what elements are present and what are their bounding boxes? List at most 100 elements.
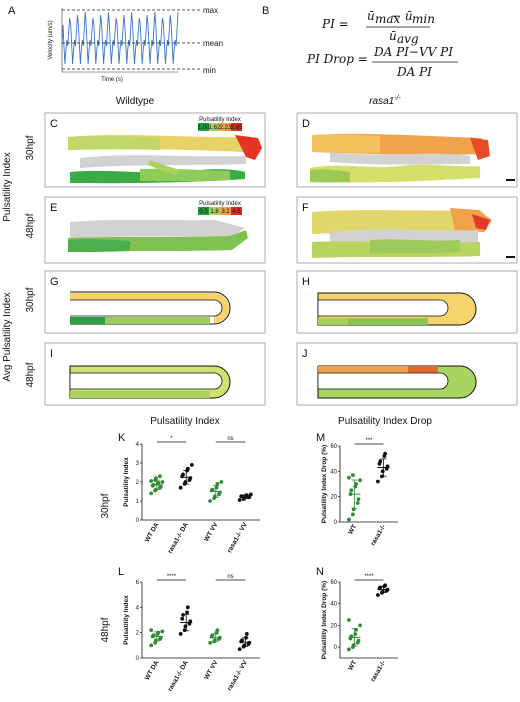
data-point [158, 474, 162, 479]
pi-num-min: min [412, 12, 435, 26]
data-point [180, 616, 185, 621]
legend-value: 1.62 [209, 125, 221, 131]
legend-swatch [209, 207, 220, 215]
velocity-trace-plot: max mean min Time (s) Velocity (um/s) [48, 6, 223, 83]
data-point [149, 628, 154, 633]
panel-label-e: E [50, 202, 57, 214]
data-point [376, 593, 380, 597]
y-tick-label: 60 [330, 444, 337, 450]
panel-label-l: L [118, 566, 124, 578]
y-axis-label: Pulsatility Index Drop (%) [321, 445, 328, 523]
category-label: rasa1-/- [370, 524, 388, 548]
panel-b: B PI = ū max − ū min ū avg PI Drop = DA … [262, 5, 458, 79]
data-point [215, 482, 220, 486]
data-point [158, 484, 163, 489]
y-tick-label: 0 [334, 645, 338, 651]
data-point [154, 638, 158, 643]
legend-value: 2.23 [220, 125, 232, 131]
row-label-avg-pulsatility-index: Avg Pulsatility Index [2, 292, 13, 381]
legend-value: 1.00 [198, 125, 210, 131]
data-point [358, 623, 362, 628]
chart-l: 0 2 4 6 Pulsatility Index WT DA rasa1-/- DA WT … [123, 574, 260, 693]
data-point [181, 472, 185, 477]
category-label: rasa1-/- VV [226, 521, 249, 554]
category-label: rasa1-/- DA [167, 521, 190, 554]
panel-label-i: I [50, 348, 53, 360]
column-header-mutant: rasa1-/- [369, 95, 401, 107]
sig-label: *** [365, 438, 373, 444]
y-tick-label: 60 [330, 580, 337, 586]
a-ylabel: Velocity (um/s) [48, 20, 54, 59]
y-tick-label: 0 [136, 656, 140, 662]
drop-den: DA PI [396, 65, 432, 79]
pi-num-u1: ū [367, 9, 375, 23]
pi-lhs: PI = [321, 17, 349, 31]
data-point [349, 488, 354, 493]
data-point [248, 492, 253, 497]
data-point [160, 629, 165, 634]
panel-label-n: N [316, 566, 324, 578]
y-tick-label: 1 [136, 499, 140, 505]
data-point [178, 485, 183, 490]
category-label: WT [347, 659, 358, 671]
category-label: rasa1-/- [370, 660, 388, 684]
data-point [210, 633, 215, 638]
section-title-pi: Pulsatility Index [150, 416, 219, 427]
data-point [355, 501, 360, 505]
legend-swatch [198, 207, 209, 215]
pi-num-minus: − ū [391, 9, 413, 23]
data-point [358, 478, 362, 483]
legend-swatch [231, 123, 242, 131]
pi-drop-equation: PI Drop = DA PI−VV PI DA PI [306, 45, 458, 79]
legend-value: 4.5 [232, 209, 241, 215]
data-point [149, 643, 154, 648]
data-point [149, 479, 154, 483]
sig-label: **** [167, 574, 177, 580]
panel-h: H [296, 270, 518, 334]
data-point [219, 480, 224, 484]
velocity-trace-line [61, 11, 179, 65]
data-point [237, 647, 242, 652]
y-axis-label: Pulsatility Index Drop (%) [321, 581, 328, 659]
y-tick-label: 0 [334, 520, 338, 526]
category-label: WT VV [203, 521, 220, 543]
data-point [376, 479, 380, 484]
pi-num-max: max [375, 12, 401, 26]
data-point [156, 481, 161, 485]
data-point [185, 605, 190, 610]
data-point [178, 632, 183, 636]
legend-30hpf-c: Pulsatility Index 1.00 1.62 2.23 2.85 [198, 117, 243, 131]
panel-d: D [296, 112, 518, 188]
data-point [185, 466, 190, 471]
pi-den-avg: avg [397, 32, 419, 46]
row-label-30hpf-top: 30hpf [25, 135, 36, 160]
a-xlabel: Time (s) [101, 77, 123, 83]
data-point [354, 482, 358, 486]
panel-label-m: M [316, 432, 325, 444]
row-label-30hpf-plots: 30hpf [100, 493, 111, 518]
category-label: WT [347, 523, 358, 535]
data-point [347, 647, 351, 652]
y-axis-label: Pulsatility Index [123, 595, 130, 645]
panel-label-c: C [50, 118, 58, 130]
data-point [380, 589, 385, 594]
data-point [208, 499, 213, 503]
data-point [380, 469, 385, 474]
panel-label-k: K [118, 432, 126, 444]
column-header-wildtype: Wildtype [116, 96, 155, 107]
legend-title: Pulsatility Index [199, 201, 241, 207]
data-point [383, 451, 387, 456]
y-tick-label: 20 [330, 495, 337, 501]
category-label: rasa1-/- DA [167, 659, 190, 692]
data-point [347, 475, 351, 480]
data-point [240, 638, 244, 643]
legend-value: 3.2 [221, 209, 230, 215]
data-point [181, 613, 185, 617]
y-tick-label: 20 [330, 623, 337, 629]
data-point [353, 632, 358, 637]
annotation-min: min [203, 66, 216, 75]
data-point [351, 512, 355, 517]
legend-48hpf-e: Pulsatility Index 0.5 1.8 3.2 4.5 [198, 201, 242, 215]
